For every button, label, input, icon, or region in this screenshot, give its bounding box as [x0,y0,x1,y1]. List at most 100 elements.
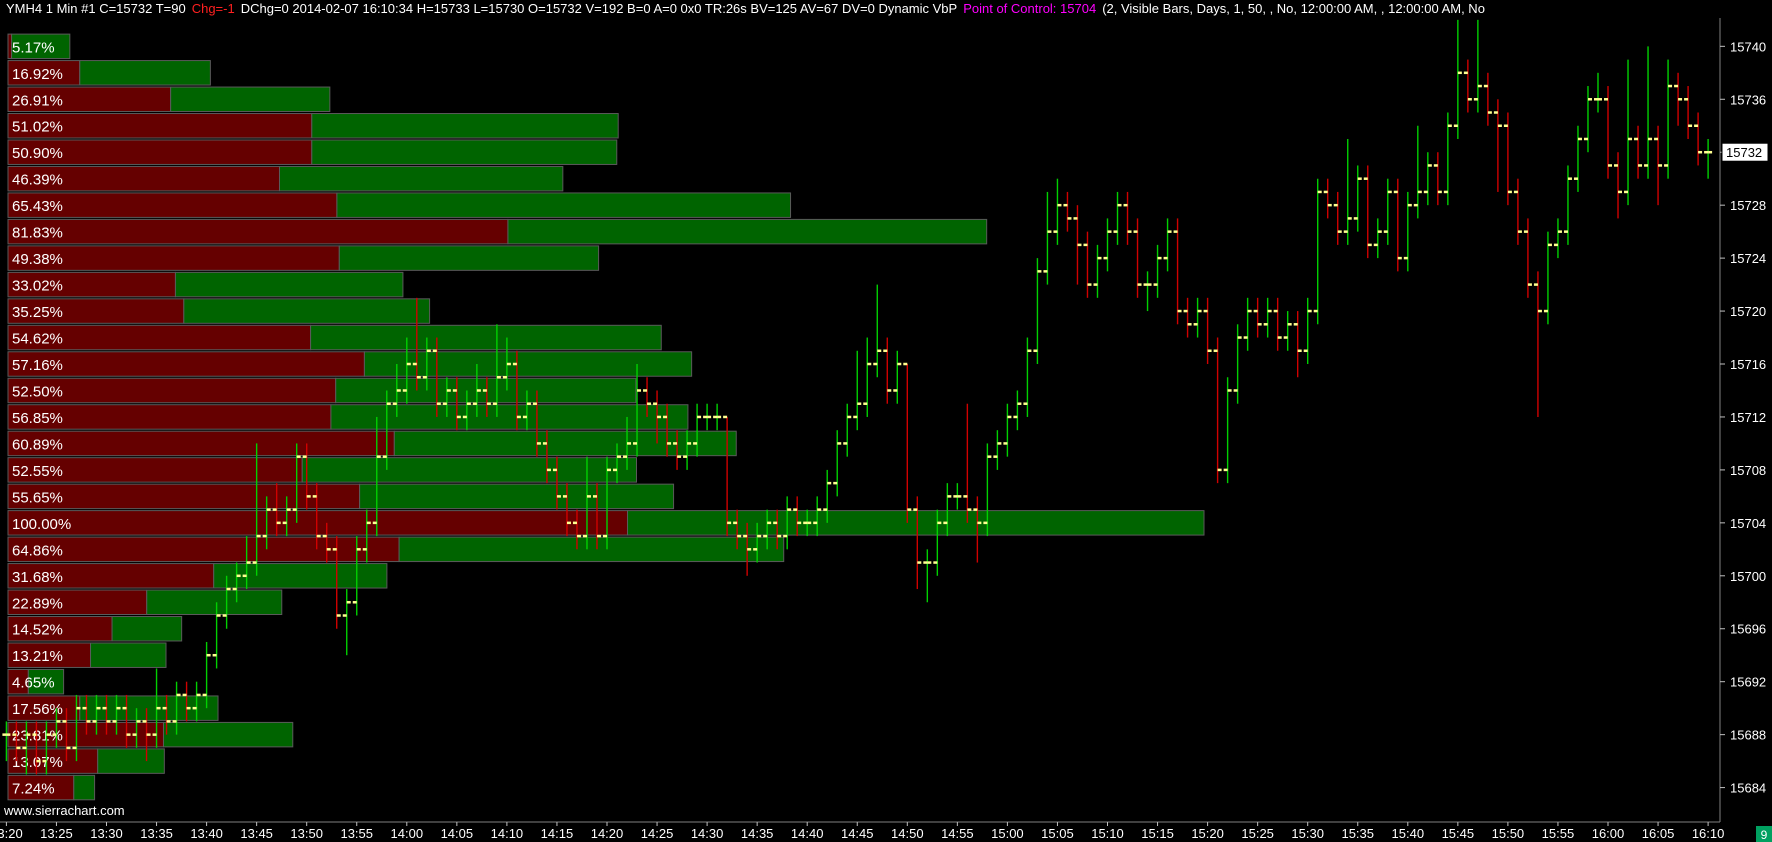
profile-bid [7,536,400,563]
profile-label: 13.07% [12,754,63,771]
x-tick-label: 13:50 [290,826,323,841]
profile-ask [146,589,283,616]
profile-label: 50.90% [12,145,63,162]
y-tick-label: 15700 [1730,569,1766,584]
x-tick-label: 14:15 [541,826,574,841]
x-tick-label: 16:00 [1592,826,1625,841]
profile-label: 23.81% [12,728,63,745]
y-tick-label: 15720 [1730,304,1766,319]
x-tick-label: 13:55 [340,826,373,841]
profile-bid [7,457,303,483]
profile-bid [7,483,361,510]
x-tick-label: 14:10 [491,826,524,841]
profile-ask [330,404,689,430]
profile-ask [335,377,637,404]
x-tick-label: 13:35 [140,826,173,841]
x-tick-label: 13:40 [190,826,223,841]
y-tick-label: 15688 [1730,728,1766,743]
x-tick-label: 14:25 [641,826,674,841]
x-tick-label: 15:20 [1191,826,1224,841]
profile-label: 35.25% [12,304,63,321]
profile-label: 14.52% [12,622,63,639]
x-tick-label: 15:35 [1341,826,1374,841]
profile-label: 7.24% [12,781,55,798]
x-tick-label: 14:35 [741,826,774,841]
x-tick-label: 15:10 [1091,826,1124,841]
profile-ask [311,113,619,139]
profile-bid [7,298,185,324]
x-tick-label: 13:25 [40,826,73,841]
y-tick-label: 15712 [1730,410,1766,425]
profile-label: 13.21% [12,648,63,665]
profile-label: 31.68% [12,569,63,586]
profile-ask [90,642,167,668]
profile-bid [7,218,509,245]
profile-ask [162,721,294,748]
x-tick-label: 14:55 [941,826,974,841]
profile-bid [7,377,337,404]
profile-label: 64.86% [12,542,63,559]
profile-label: 26.91% [12,92,63,109]
profile-ask [507,218,988,245]
profile-label: 5.17% [12,39,55,56]
profile-ask [97,748,165,774]
x-tick-label: 15:55 [1542,826,1575,841]
x-tick-label: 16:10 [1692,826,1725,841]
profile-label: 52.50% [12,383,63,400]
header-segment: YMH4 1 Min #1 C=15732 T=90 [6,1,186,16]
profile-ask [338,245,600,271]
y-tick-label: 15740 [1730,39,1766,54]
profile-ask [79,60,211,86]
profile-bid [7,616,113,642]
profile-ask [174,271,404,298]
x-tick-label: 16:05 [1642,826,1675,841]
x-tick-label: 14:05 [441,826,474,841]
y-tick-label: 15736 [1730,92,1766,107]
profile-ask [627,510,1205,536]
profile-label: 60.89% [12,436,63,453]
profile-label: 100.00% [12,516,71,533]
profile-bid [7,351,365,377]
profile-label: 65.43% [12,198,63,215]
x-tick-label: 15:00 [991,826,1024,841]
profile-label: 4.65% [12,675,55,692]
profile-ask [170,86,331,113]
header-segment: Chg=-1 [191,1,235,16]
x-tick-label: 14:00 [391,826,424,841]
profile-ask [393,430,737,457]
profile-ask [359,483,675,510]
x-tick-label: 15:25 [1241,826,1274,841]
profile-label: 17.56% [12,701,63,718]
profile-bid [7,192,338,218]
profile-bid [7,430,395,457]
profile-label: 81.83% [12,225,63,242]
header-bar: YMH4 1 Min #1 C=15732 T=90 Chg=-1 DChg=0 2… [0,0,1772,18]
profile-label: 57.16% [12,357,63,374]
x-tick-label: 14:20 [591,826,624,841]
profile-ask [27,668,65,695]
profile-ask [398,536,785,563]
x-tick-label: 13:20 [0,826,23,841]
profile-label: 56.85% [12,410,63,427]
profile-label: 46.39% [12,172,63,189]
profile-label: 54.62% [12,331,63,348]
x-tick-label: 15:30 [1291,826,1324,841]
y-tick-label: 15708 [1730,463,1766,478]
watermark: www.sierrachart.com [3,803,125,818]
x-tick-label: 13:45 [240,826,273,841]
header-segment: DChg=0 2014-02-07 16:10:34 H=15733 L=157… [240,1,958,16]
profile-label: 22.89% [12,595,63,612]
profile-bid [7,113,313,139]
x-tick-label: 14:50 [891,826,924,841]
profile-ask [310,324,662,351]
last-price-box [1721,142,1769,162]
y-tick-label: 15704 [1730,516,1766,531]
x-tick-label: 15:50 [1492,826,1525,841]
last-price-label: 15732 [1726,145,1762,160]
profile-ask [183,298,431,324]
profile-ask [11,33,71,60]
y-tick-label: 15684 [1730,781,1766,796]
profile-ask [301,457,637,483]
profile-bid [7,589,148,616]
